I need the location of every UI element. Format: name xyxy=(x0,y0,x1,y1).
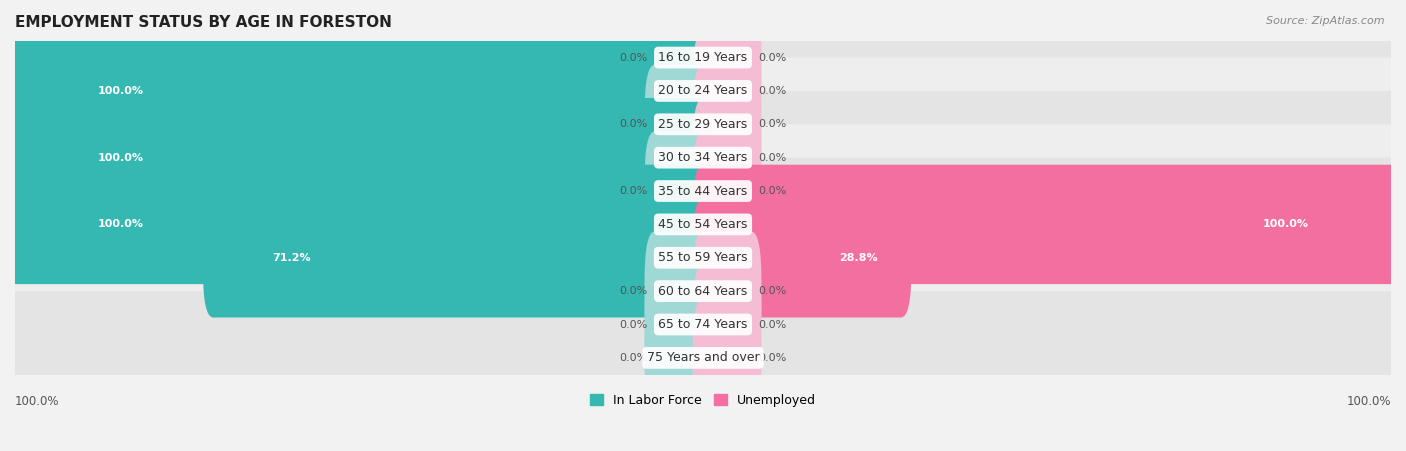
FancyBboxPatch shape xyxy=(693,265,762,384)
FancyBboxPatch shape xyxy=(4,58,1402,191)
Legend: In Labor Force, Unemployed: In Labor Force, Unemployed xyxy=(585,389,821,412)
Text: 60 to 64 Years: 60 to 64 Years xyxy=(658,285,748,298)
FancyBboxPatch shape xyxy=(4,91,1402,225)
Text: 20 to 24 Years: 20 to 24 Years xyxy=(658,84,748,97)
FancyBboxPatch shape xyxy=(4,225,1402,358)
Text: 0.0%: 0.0% xyxy=(620,186,648,196)
Text: 100.0%: 100.0% xyxy=(1263,219,1309,230)
FancyBboxPatch shape xyxy=(693,0,762,117)
FancyBboxPatch shape xyxy=(693,198,911,318)
Text: 0.0%: 0.0% xyxy=(620,120,648,129)
Text: 28.8%: 28.8% xyxy=(839,253,877,263)
Text: 0.0%: 0.0% xyxy=(758,319,786,330)
FancyBboxPatch shape xyxy=(693,64,762,184)
FancyBboxPatch shape xyxy=(693,231,762,351)
Text: 0.0%: 0.0% xyxy=(620,53,648,63)
FancyBboxPatch shape xyxy=(4,165,713,284)
Text: 0.0%: 0.0% xyxy=(758,86,786,96)
Text: 100.0%: 100.0% xyxy=(97,219,143,230)
Text: 100.0%: 100.0% xyxy=(97,153,143,163)
Text: 100.0%: 100.0% xyxy=(1347,395,1391,408)
Text: 30 to 34 Years: 30 to 34 Years xyxy=(658,151,748,164)
Text: 0.0%: 0.0% xyxy=(758,153,786,163)
FancyBboxPatch shape xyxy=(644,265,713,384)
FancyBboxPatch shape xyxy=(4,191,1402,325)
FancyBboxPatch shape xyxy=(693,298,762,418)
Text: 75 Years and over: 75 Years and over xyxy=(647,351,759,364)
FancyBboxPatch shape xyxy=(693,98,762,217)
FancyBboxPatch shape xyxy=(644,0,713,117)
Text: 16 to 19 Years: 16 to 19 Years xyxy=(658,51,748,64)
FancyBboxPatch shape xyxy=(4,31,713,151)
Text: 0.0%: 0.0% xyxy=(758,353,786,363)
FancyBboxPatch shape xyxy=(4,124,1402,258)
Text: EMPLOYMENT STATUS BY AGE IN FORESTON: EMPLOYMENT STATUS BY AGE IN FORESTON xyxy=(15,15,392,30)
FancyBboxPatch shape xyxy=(693,31,762,151)
FancyBboxPatch shape xyxy=(4,291,1402,424)
Text: 25 to 29 Years: 25 to 29 Years xyxy=(658,118,748,131)
FancyBboxPatch shape xyxy=(644,131,713,251)
Text: 0.0%: 0.0% xyxy=(758,186,786,196)
Text: 100.0%: 100.0% xyxy=(97,86,143,96)
FancyBboxPatch shape xyxy=(693,165,1402,284)
FancyBboxPatch shape xyxy=(202,198,713,318)
FancyBboxPatch shape xyxy=(4,0,1402,124)
FancyBboxPatch shape xyxy=(4,158,1402,291)
FancyBboxPatch shape xyxy=(644,231,713,351)
Text: 65 to 74 Years: 65 to 74 Years xyxy=(658,318,748,331)
Text: 0.0%: 0.0% xyxy=(620,319,648,330)
Text: 100.0%: 100.0% xyxy=(15,395,59,408)
FancyBboxPatch shape xyxy=(4,258,1402,391)
Text: 35 to 44 Years: 35 to 44 Years xyxy=(658,184,748,198)
FancyBboxPatch shape xyxy=(4,24,1402,158)
Text: 71.2%: 71.2% xyxy=(271,253,311,263)
Text: 0.0%: 0.0% xyxy=(758,286,786,296)
Text: Source: ZipAtlas.com: Source: ZipAtlas.com xyxy=(1267,16,1385,26)
FancyBboxPatch shape xyxy=(644,298,713,418)
Text: 45 to 54 Years: 45 to 54 Years xyxy=(658,218,748,231)
FancyBboxPatch shape xyxy=(693,131,762,251)
Text: 0.0%: 0.0% xyxy=(620,286,648,296)
Text: 0.0%: 0.0% xyxy=(758,53,786,63)
FancyBboxPatch shape xyxy=(644,64,713,184)
Text: 0.0%: 0.0% xyxy=(758,120,786,129)
Text: 55 to 59 Years: 55 to 59 Years xyxy=(658,251,748,264)
Text: 0.0%: 0.0% xyxy=(620,353,648,363)
FancyBboxPatch shape xyxy=(4,98,713,217)
